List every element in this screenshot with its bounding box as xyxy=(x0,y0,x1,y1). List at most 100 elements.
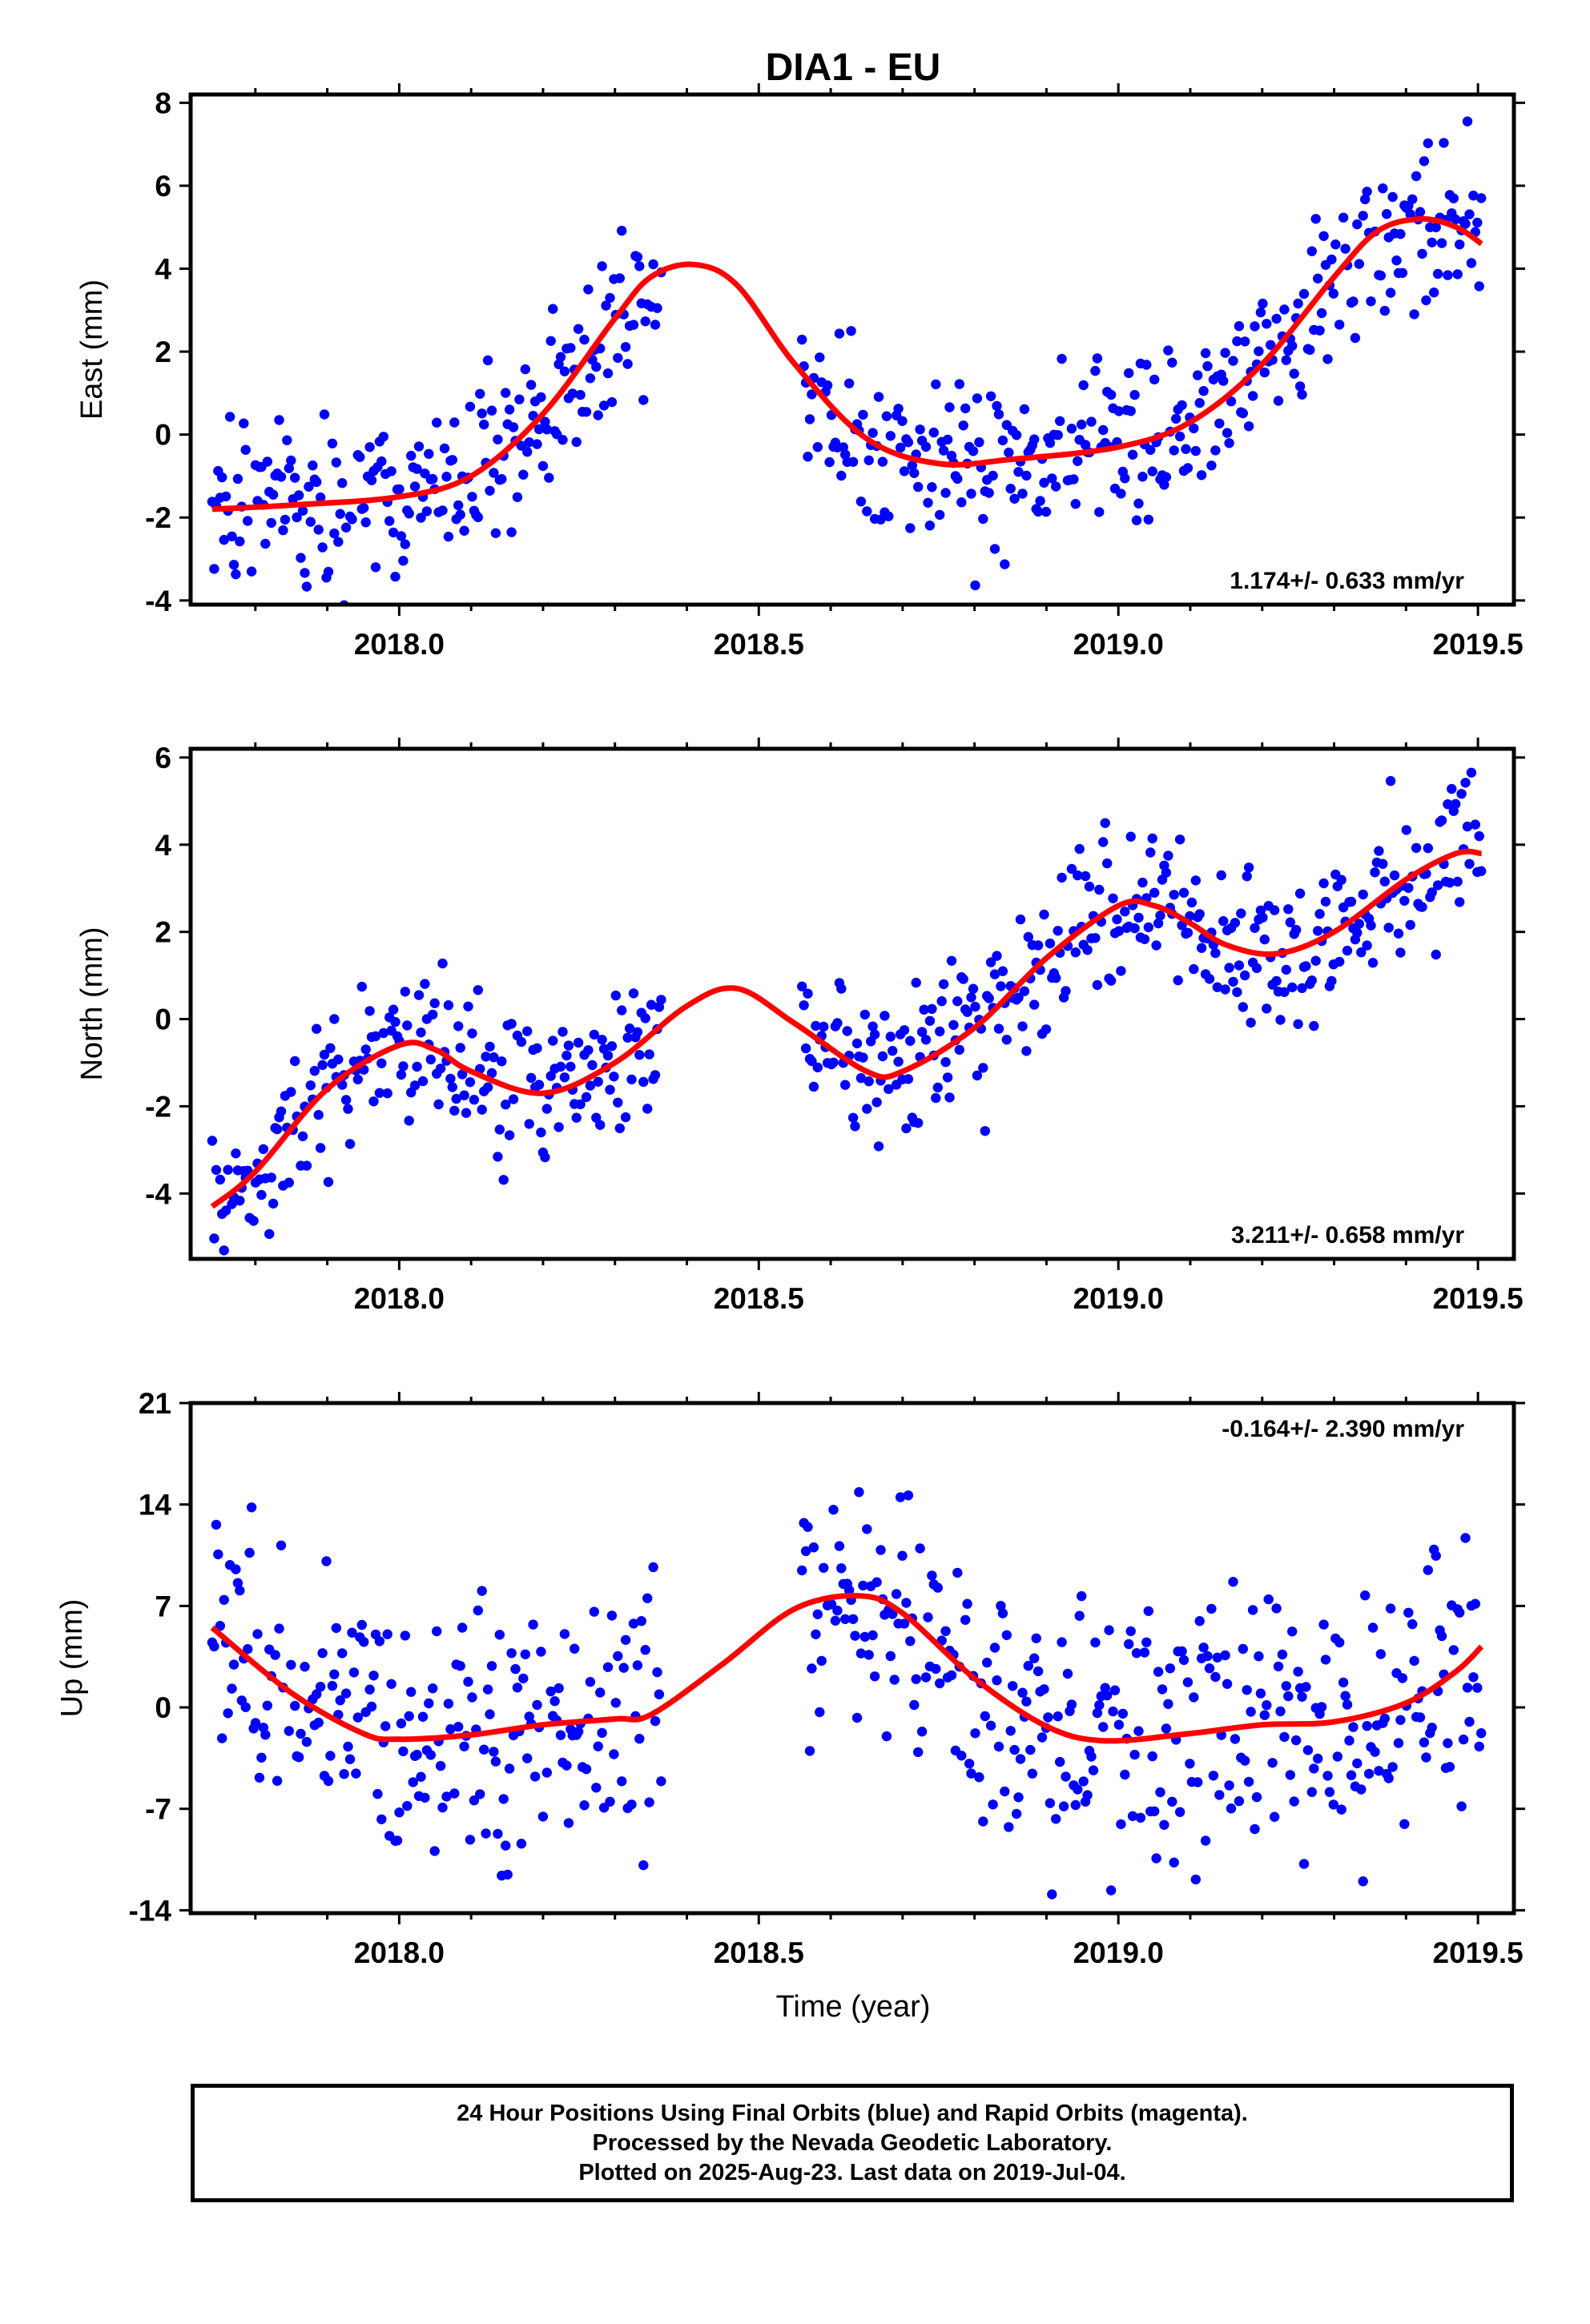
data-point xyxy=(956,497,967,508)
data-point xyxy=(993,1023,1004,1034)
data-point xyxy=(570,1643,580,1654)
data-point xyxy=(248,1216,259,1226)
data-point xyxy=(1041,1024,1052,1035)
data-point xyxy=(970,1728,980,1739)
data-point xyxy=(1153,1667,1164,1677)
data-point xyxy=(940,1626,951,1637)
data-point xyxy=(1090,1637,1101,1648)
data-point xyxy=(824,456,835,468)
data-point xyxy=(1212,982,1223,992)
data-point xyxy=(1251,1791,1262,1803)
data-point xyxy=(968,983,979,994)
data-point xyxy=(284,1177,294,1188)
data-point xyxy=(916,1027,928,1037)
data-point xyxy=(370,1031,381,1042)
data-point xyxy=(1366,920,1376,931)
data-point xyxy=(884,511,894,521)
data-point xyxy=(1293,298,1303,309)
y-tick-label: 21 xyxy=(139,1387,171,1420)
data-point xyxy=(1147,1751,1157,1762)
data-point xyxy=(1379,305,1391,316)
data-point xyxy=(1094,507,1105,517)
data-point xyxy=(1318,231,1329,241)
data-point xyxy=(416,1771,426,1782)
data-point xyxy=(404,1116,414,1126)
data-point xyxy=(1340,1691,1350,1701)
data-point xyxy=(270,1650,280,1660)
data-point xyxy=(1399,895,1410,907)
data-point xyxy=(1015,1754,1026,1764)
data-point xyxy=(301,1160,312,1171)
data-point xyxy=(1474,1741,1484,1752)
data-point xyxy=(541,424,552,435)
data-point xyxy=(525,1072,537,1084)
data-point xyxy=(290,1700,300,1711)
data-point xyxy=(1029,999,1040,1010)
data-point xyxy=(850,1121,860,1132)
data-point xyxy=(1149,887,1160,899)
data-point xyxy=(804,1746,815,1756)
data-point xyxy=(239,418,249,428)
data-point xyxy=(1174,834,1185,845)
data-point xyxy=(1189,1692,1199,1703)
data-point xyxy=(469,1095,480,1105)
data-point xyxy=(803,1522,813,1532)
data-point xyxy=(292,512,302,523)
data-point xyxy=(428,1683,438,1694)
data-point xyxy=(545,1686,556,1697)
data-point xyxy=(972,393,983,404)
data-point xyxy=(1077,1590,1087,1602)
data-point xyxy=(1149,374,1160,385)
data-point xyxy=(1320,896,1331,907)
data-point xyxy=(433,1099,444,1110)
data-point xyxy=(1193,370,1203,380)
data-point xyxy=(573,1037,584,1048)
data-point xyxy=(946,955,957,967)
y-tick-label: -2 xyxy=(145,501,171,534)
data-point xyxy=(1017,1687,1028,1698)
data-point xyxy=(881,411,892,421)
data-point xyxy=(1125,1626,1136,1637)
data-point xyxy=(863,1650,874,1660)
data-point xyxy=(1047,1889,1057,1900)
data-point xyxy=(1352,219,1363,230)
data-point xyxy=(1352,1758,1363,1769)
data-point xyxy=(1397,1673,1408,1683)
data-point xyxy=(544,472,554,483)
x-tick-label: 2019.5 xyxy=(1433,628,1524,661)
data-point xyxy=(1427,1723,1437,1733)
data-point xyxy=(966,489,976,499)
data-point xyxy=(1340,243,1350,254)
data-point xyxy=(343,1741,353,1752)
data-point xyxy=(595,1120,606,1131)
data-point xyxy=(235,536,245,547)
data-point xyxy=(855,1073,867,1084)
data-point xyxy=(1297,389,1307,400)
data-point xyxy=(1078,1776,1089,1787)
data-point xyxy=(1393,928,1404,939)
data-point xyxy=(960,1614,971,1626)
data-point xyxy=(532,439,542,449)
up-rate-label: -0.164+/- 2.390 mm/yr xyxy=(1222,1416,1464,1442)
data-point xyxy=(244,1547,255,1558)
data-point xyxy=(1275,1706,1286,1717)
data-point xyxy=(938,979,949,990)
data-point xyxy=(475,388,485,399)
data-point xyxy=(1032,940,1044,951)
data-point xyxy=(1271,975,1282,987)
data-point xyxy=(1230,1734,1241,1744)
data-point xyxy=(402,1800,413,1811)
data-point xyxy=(980,1126,991,1136)
data-point xyxy=(628,1618,639,1629)
data-point xyxy=(516,1839,527,1849)
data-point xyxy=(913,1118,924,1128)
data-point xyxy=(344,1139,356,1149)
data-point xyxy=(1108,1706,1118,1717)
data-point xyxy=(1462,821,1473,832)
data-point xyxy=(274,415,284,425)
data-point xyxy=(911,977,921,988)
data-point xyxy=(331,457,341,468)
data-point xyxy=(1302,1745,1314,1755)
data-point xyxy=(867,1630,878,1641)
data-point xyxy=(1074,1610,1085,1621)
